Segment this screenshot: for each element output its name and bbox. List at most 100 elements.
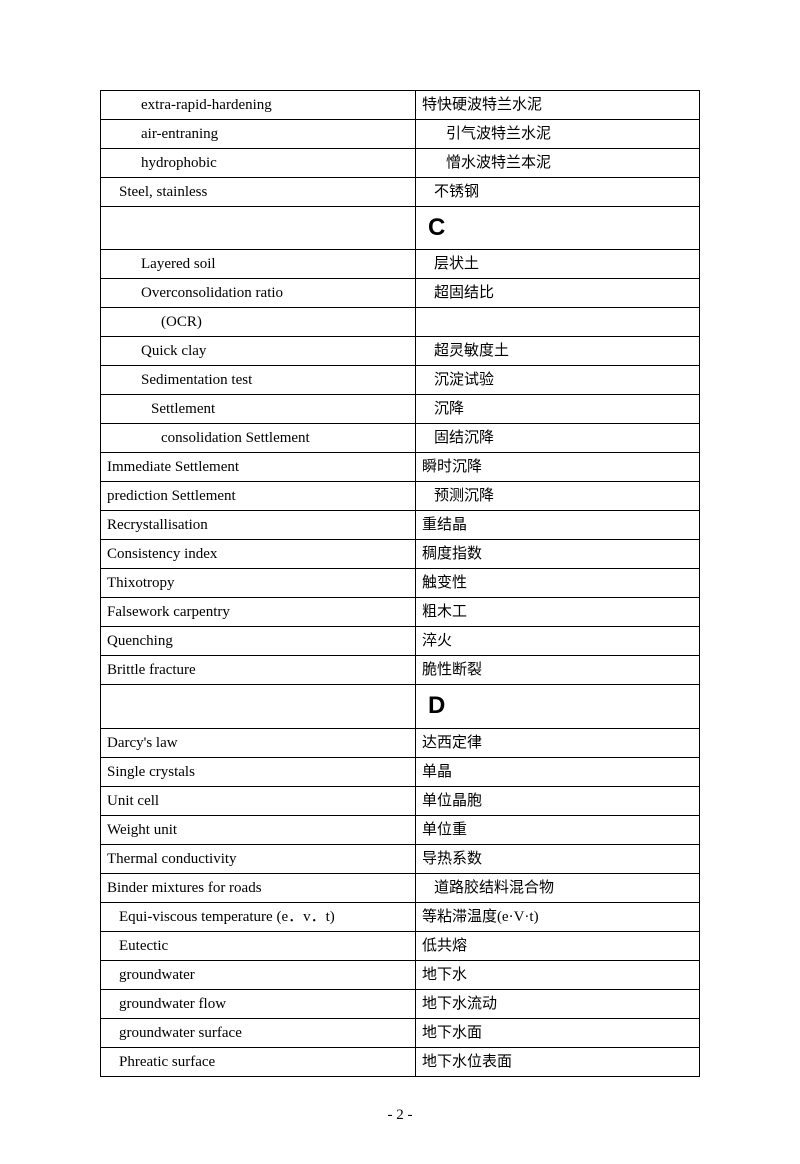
english-term-cell: Consistency index (101, 540, 416, 569)
english-term-cell: hydrophobic (101, 149, 416, 178)
english-term-cell: Overconsolidation ratio (101, 279, 416, 308)
english-term-cell: groundwater flow (101, 989, 416, 1018)
chinese-term-cell: 达西定律 (415, 728, 699, 757)
chinese-term-cell: 地下水流动 (415, 989, 699, 1018)
table-row: Darcy's law达西定律 (101, 728, 700, 757)
english-term-cell: consolidation Settlement (101, 424, 416, 453)
table-row: Sedimentation test沉淀试验 (101, 366, 700, 395)
table-row: Steel, stainless不锈钢 (101, 178, 700, 207)
english-term-cell: Equi-viscous temperature (e．v．t) (101, 902, 416, 931)
english-term-cell: Binder mixtures for roads (101, 873, 416, 902)
table-row: D (101, 685, 700, 728)
english-term-cell: Thixotropy (101, 569, 416, 598)
english-term-cell: air-entraning (101, 120, 416, 149)
english-term-cell: (OCR) (101, 308, 416, 337)
chinese-term-cell: 不锈钢 (415, 178, 699, 207)
table-row: Immediate Settlement瞬时沉降 (101, 453, 700, 482)
table-row: Thixotropy触变性 (101, 569, 700, 598)
chinese-term-cell: 固结沉降 (415, 424, 699, 453)
chinese-term-cell: 沉降 (415, 395, 699, 424)
english-term-cell: Brittle fracture (101, 656, 416, 685)
table-row: Phreatic surface地下水位表面 (101, 1047, 700, 1076)
chinese-term-cell: 单位晶胞 (415, 786, 699, 815)
chinese-term-cell: 预测沉降 (415, 482, 699, 511)
chinese-term-cell: 等粘滞温度(e·V·t) (415, 902, 699, 931)
english-term-cell: groundwater surface (101, 1018, 416, 1047)
table-row: prediction Settlement预测沉降 (101, 482, 700, 511)
english-term-cell: Thermal conductivity (101, 844, 416, 873)
table-row: Recrystallisation重结晶 (101, 511, 700, 540)
chinese-term-cell: 低共熔 (415, 931, 699, 960)
section-header-cell: D (415, 685, 699, 728)
english-term-cell: Single crystals (101, 757, 416, 786)
chinese-term-cell: 引气波特兰水泥 (415, 120, 699, 149)
table-row: Settlement沉降 (101, 395, 700, 424)
english-term-cell: Quick clay (101, 337, 416, 366)
english-term-cell: Layered soil (101, 250, 416, 279)
english-term-cell: extra-rapid-hardening (101, 91, 416, 120)
table-row: air-entraning引气波特兰水泥 (101, 120, 700, 149)
document-page: extra-rapid-hardening特快硬波特兰水泥air-entrani… (0, 0, 800, 1164)
chinese-term-cell: 稠度指数 (415, 540, 699, 569)
table-row: extra-rapid-hardening特快硬波特兰水泥 (101, 91, 700, 120)
chinese-term-cell: 触变性 (415, 569, 699, 598)
chinese-term-cell: 地下水位表面 (415, 1047, 699, 1076)
table-row: Eutectic低共熔 (101, 931, 700, 960)
glossary-table: extra-rapid-hardening特快硬波特兰水泥air-entrani… (100, 90, 700, 1077)
section-empty-cell (101, 207, 416, 250)
chinese-term-cell: 地下水 (415, 960, 699, 989)
chinese-term-cell: 单位重 (415, 815, 699, 844)
section-header-cell: C (415, 207, 699, 250)
chinese-term-cell: 憎水波特兰本泥 (415, 149, 699, 178)
english-term-cell: Steel, stainless (101, 178, 416, 207)
table-row: (OCR) (101, 308, 700, 337)
english-term-cell: Settlement (101, 395, 416, 424)
table-row: Quenching淬火 (101, 627, 700, 656)
table-row: Equi-viscous temperature (e．v．t) 等粘滞温度(e·… (101, 902, 700, 931)
section-empty-cell (101, 685, 416, 728)
english-term-cell: groundwater (101, 960, 416, 989)
chinese-term-cell: 层状土 (415, 250, 699, 279)
chinese-term-cell: 超固结比 (415, 279, 699, 308)
chinese-term-cell: 单晶 (415, 757, 699, 786)
table-row: Overconsolidation ratio超固结比 (101, 279, 700, 308)
section-letter: D (422, 692, 445, 719)
chinese-term-cell: 脆性断裂 (415, 656, 699, 685)
english-term-cell: Weight unit (101, 815, 416, 844)
english-term-cell: Unit cell (101, 786, 416, 815)
table-row: C (101, 207, 700, 250)
english-term-cell: Falsework carpentry (101, 598, 416, 627)
chinese-term-cell: 瞬时沉降 (415, 453, 699, 482)
chinese-term-cell: 地下水面 (415, 1018, 699, 1047)
table-row: Binder mixtures for roads道路胶结料混合物 (101, 873, 700, 902)
english-term-cell: Eutectic (101, 931, 416, 960)
table-row: consolidation Settlement固结沉降 (101, 424, 700, 453)
english-term-cell: Recrystallisation (101, 511, 416, 540)
table-row: groundwater地下水 (101, 960, 700, 989)
chinese-term-cell (415, 308, 699, 337)
table-row: Brittle fracture脆性断裂 (101, 656, 700, 685)
english-term-cell: Quenching (101, 627, 416, 656)
english-term-cell: Phreatic surface (101, 1047, 416, 1076)
table-row: Quick clay超灵敏度土 (101, 337, 700, 366)
chinese-term-cell: 沉淀试验 (415, 366, 699, 395)
page-number: - 2 - (100, 1107, 700, 1124)
english-term: Equi-viscous temperature (e．v．t) (119, 909, 335, 925)
english-term-cell: Darcy's law (101, 728, 416, 757)
table-row: Falsework carpentry粗木工 (101, 598, 700, 627)
chinese-term-cell: 粗木工 (415, 598, 699, 627)
section-letter: C (422, 214, 445, 241)
table-row: Consistency index稠度指数 (101, 540, 700, 569)
table-row: Unit cell单位晶胞 (101, 786, 700, 815)
chinese-term-cell: 特快硬波特兰水泥 (415, 91, 699, 120)
chinese-term-cell: 重结晶 (415, 511, 699, 540)
table-row: hydrophobic憎水波特兰本泥 (101, 149, 700, 178)
chinese-term-cell: 道路胶结料混合物 (415, 873, 699, 902)
chinese-term-cell: 导热系数 (415, 844, 699, 873)
table-row: Single crystals单晶 (101, 757, 700, 786)
english-term-cell: Immediate Settlement (101, 453, 416, 482)
table-row: Weight unit单位重 (101, 815, 700, 844)
chinese-term-cell: 超灵敏度土 (415, 337, 699, 366)
table-row: groundwater surface地下水面 (101, 1018, 700, 1047)
english-term-cell: prediction Settlement (101, 482, 416, 511)
